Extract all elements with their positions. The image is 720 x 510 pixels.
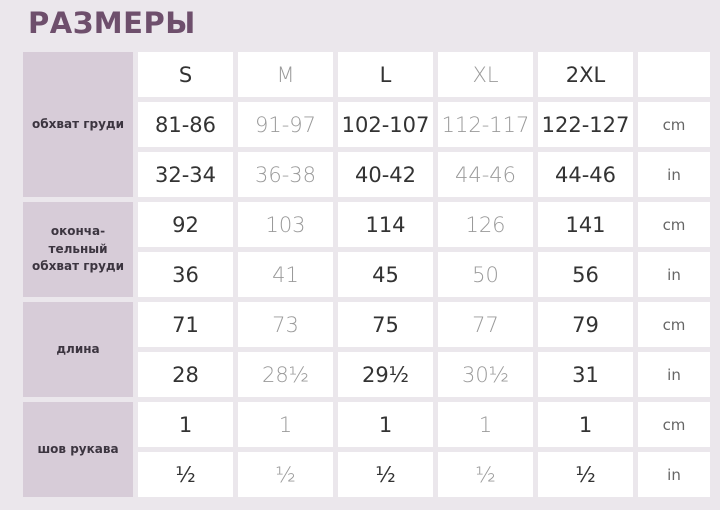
unit-cell: in [638, 152, 710, 197]
table-cell: 73 [238, 302, 333, 347]
table-cell: 40-42 [338, 152, 433, 197]
table-cell: 31 [538, 352, 633, 397]
size-header-l: L [338, 52, 433, 97]
table-cell: 30½ [438, 352, 533, 397]
table-cell: 103 [238, 202, 333, 247]
size-header-2xl: 2XL [538, 52, 633, 97]
table-cell: ½ [338, 452, 433, 497]
unit-cell: cm [638, 202, 710, 247]
table-cell: 44-46 [438, 152, 533, 197]
table-cell: 28½ [238, 352, 333, 397]
table-cell: 122-127 [538, 102, 633, 147]
table-cell: 56 [538, 252, 633, 297]
unit-cell: in [638, 352, 710, 397]
row-label: шов рукава [23, 402, 133, 497]
table-cell: 32-34 [138, 152, 233, 197]
table-cell: ½ [538, 452, 633, 497]
table-cell: 1 [238, 402, 333, 447]
table-cell: 1 [338, 402, 433, 447]
table-cell: 1 [438, 402, 533, 447]
page-title: РАЗМЕРЫ [28, 6, 196, 40]
table-cell: ½ [438, 452, 533, 497]
table-cell: ½ [238, 452, 333, 497]
row-label: длина [23, 302, 133, 397]
table-cell: 126 [438, 202, 533, 247]
table-cell: 75 [338, 302, 433, 347]
table-cell: 114 [338, 202, 433, 247]
unit-cell: in [638, 452, 710, 497]
table-cell: 77 [438, 302, 533, 347]
table-cell: ½ [138, 452, 233, 497]
table-cell: 36-38 [238, 152, 333, 197]
table-cell: 1 [538, 402, 633, 447]
table-cell: 1 [138, 402, 233, 447]
table-cell: 71 [138, 302, 233, 347]
table-cell: 112-117 [438, 102, 533, 147]
table-cell: 50 [438, 252, 533, 297]
table-cell: 44-46 [538, 152, 633, 197]
unit-cell: cm [638, 102, 710, 147]
table-cell: 81-86 [138, 102, 233, 147]
size-header-m: M [238, 52, 333, 97]
row-label: оконча-тельный обхват груди [23, 202, 133, 297]
size-table: S M L XL 2XL обхват груди 81-86 91-97 102-107 112… [23, 52, 710, 497]
unit-header [638, 52, 710, 97]
unit-cell: in [638, 252, 710, 297]
unit-cell: cm [638, 302, 710, 347]
size-header-xl: XL [438, 52, 533, 97]
table-cell: 92 [138, 202, 233, 247]
table-cell: 45 [338, 252, 433, 297]
unit-cell: cm [638, 402, 710, 447]
table-cell: 36 [138, 252, 233, 297]
row-label: обхват груди [23, 52, 133, 197]
table-cell: 41 [238, 252, 333, 297]
table-cell: 141 [538, 202, 633, 247]
size-header-s: S [138, 52, 233, 97]
table-cell: 79 [538, 302, 633, 347]
table-cell: 102-107 [338, 102, 433, 147]
table-cell: 91-97 [238, 102, 333, 147]
table-cell: 29½ [338, 352, 433, 397]
table-cell: 28 [138, 352, 233, 397]
